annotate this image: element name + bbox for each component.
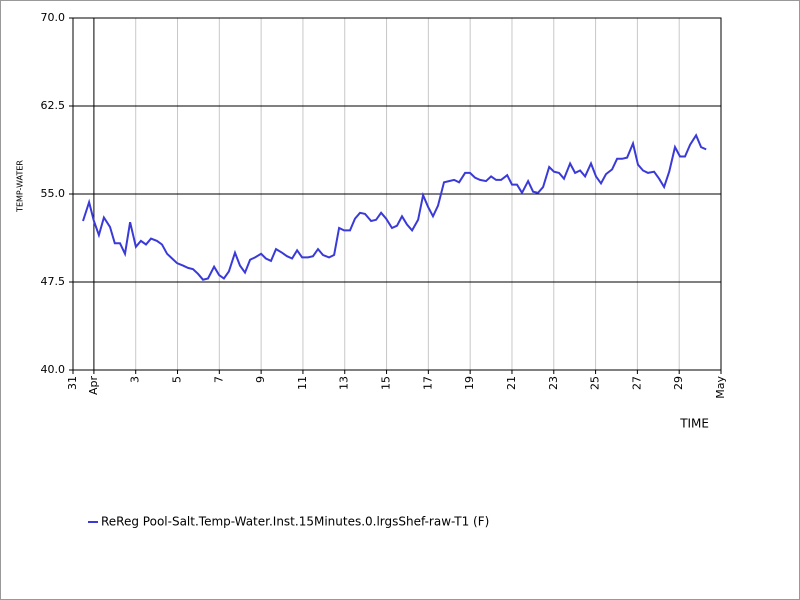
x-tick-label: 21 [505, 376, 518, 390]
plot-border [72, 17, 722, 371]
legend-label: ReReg Pool-Salt.Temp-Water.Inst.15Minute… [101, 515, 489, 529]
x-tick-label: 11 [296, 376, 309, 390]
x-tick-label: 27 [630, 376, 643, 390]
x-tick-label: 31 [66, 376, 79, 390]
x-tick-label: 13 [338, 376, 351, 390]
x-tick-label: 7 [212, 376, 225, 383]
data-line [82, 133, 707, 281]
x-tick-label: 15 [380, 376, 393, 390]
x-axis-label: TIME [679, 417, 709, 431]
x-tick-label: 3 [129, 376, 142, 383]
x-tick-label: May [714, 376, 727, 399]
x-tick-label: Apr [87, 376, 100, 396]
y-tick-label: 70.0 [41, 11, 66, 24]
y-tick-label: 47.5 [41, 275, 66, 288]
y-tick-label: 55.0 [41, 187, 66, 200]
y-tick-label: 40.0 [41, 363, 66, 376]
x-tick-label: 29 [672, 376, 685, 390]
x-tick-label: 9 [254, 376, 267, 383]
y-axis-label: TEMP-WATER [16, 160, 25, 213]
x-tick-label: 23 [547, 376, 560, 390]
x-tick-label: 25 [589, 376, 602, 390]
x-tick-label: 17 [421, 376, 434, 390]
x-tick-label: 5 [171, 376, 184, 383]
x-tick-label: 19 [463, 376, 476, 390]
y-tick-label: 62.5 [41, 99, 66, 112]
